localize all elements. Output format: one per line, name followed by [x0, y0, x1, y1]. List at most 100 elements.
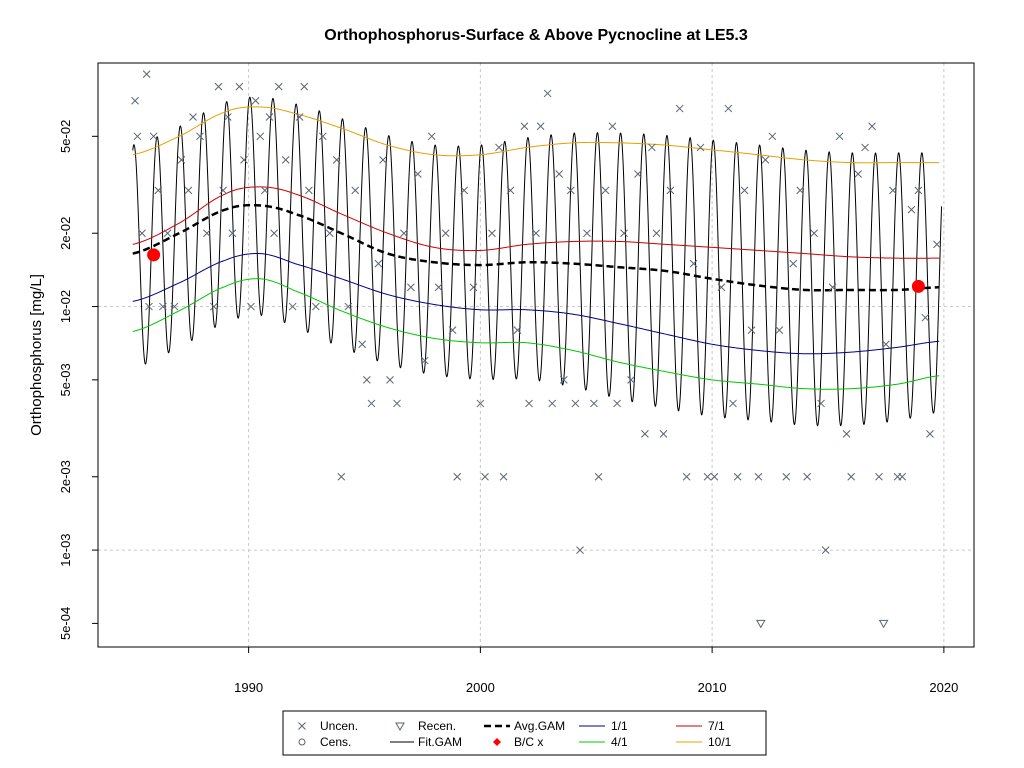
y-tick-label: 5e-02: [58, 120, 73, 153]
uncensored-point: [149, 132, 158, 141]
uncensored-point: [854, 170, 862, 178]
uncensored-point: [476, 399, 485, 408]
uncensored-point: [898, 472, 907, 481]
uncensored-point: [532, 229, 540, 238]
uncensored-point: [520, 122, 529, 131]
uncensored-point: [659, 430, 668, 438]
uncensored-point: [634, 170, 642, 178]
uncensored-point: [288, 302, 297, 311]
uncensored-point: [358, 340, 367, 349]
uncensored-point: [145, 302, 153, 311]
uncensored-point: [434, 283, 443, 292]
legend-label-cens: Cens.: [320, 735, 351, 749]
uncensored-point: [775, 326, 784, 334]
uncensored-point: [228, 229, 237, 238]
uncensored-point: [555, 170, 564, 178]
y-tick-label: 1e-03: [58, 533, 73, 566]
uncensored-point: [131, 96, 139, 105]
y-axis-label: Orthophosphorus [mg/L]: [28, 274, 45, 436]
uncensored-point: [407, 283, 415, 292]
uncensored-point: [761, 156, 770, 164]
uncensored-point: [875, 472, 883, 481]
uncensored-point: [177, 156, 186, 164]
fit-gam-line: [132, 96, 943, 427]
uncensored-point: [223, 113, 232, 121]
uncensored-point: [847, 472, 856, 481]
bc-point: [911, 279, 925, 293]
uncensored-point: [933, 240, 941, 249]
uncensored-point: [420, 356, 429, 365]
legend-marker-cens: [298, 738, 306, 746]
uncensored-point: [261, 186, 269, 195]
uncensored-point: [488, 229, 496, 238]
uncensored-point: [159, 302, 167, 311]
uncensored-point: [601, 186, 610, 195]
legend: Uncen. Cens. Recen. Fit.GAM Avg.GAM B/C x 1/1 4…: [282, 710, 767, 756]
uncensored-point: [270, 229, 278, 238]
legend-label-bc: B/C x: [514, 735, 543, 749]
legend-label-fitgam: Fit.GAM: [418, 735, 462, 749]
uncensored-point: [325, 229, 334, 238]
uncensored-point: [914, 186, 923, 195]
uncensored-point: [648, 143, 656, 152]
legend-marker-uncen: [298, 722, 306, 730]
uncensored-point: [240, 156, 248, 164]
uncensored-point: [803, 472, 811, 481]
uncensored-point: [142, 70, 151, 78]
uncensored-point: [724, 104, 733, 113]
uncensored-point: [796, 186, 805, 195]
uncensored-point: [689, 259, 698, 268]
uncensored-point: [548, 399, 557, 408]
uncensored-point: [717, 283, 726, 292]
uncensored-point: [571, 399, 580, 408]
uncensored-point: [754, 472, 763, 481]
legend-label-apr: 4/1: [611, 735, 628, 749]
x-axis: 1990 2000 2010 2020: [234, 646, 958, 695]
uncensored-point: [374, 259, 383, 268]
uncensored-point: [163, 229, 172, 238]
chart-title: Orthophosphorus-Surface & Above Pycnocli…: [324, 27, 748, 44]
uncensored-point: [747, 326, 756, 334]
uncensored-point: [559, 376, 568, 384]
y-tick-label: 2e-03: [58, 460, 73, 493]
uncensored-point: [652, 229, 661, 238]
legend-label-recen: Recen.: [418, 719, 456, 733]
uncensored-point: [882, 340, 890, 349]
y-tick-label: 5e-03: [58, 363, 73, 396]
uncensored-point: [868, 122, 876, 131]
x-tick-label: 2010: [698, 680, 727, 695]
uncensored-point: [810, 229, 818, 238]
uncensored-point: [453, 472, 462, 481]
uncensored-point: [536, 122, 545, 131]
uncensored-point: [821, 546, 830, 554]
uncensored-point: [235, 82, 244, 91]
uncensored-point: [154, 186, 163, 195]
uncensored-point: [184, 186, 193, 195]
grid-lines: [98, 63, 974, 647]
uncensored-point: [566, 186, 575, 195]
uncensored-point: [842, 430, 851, 438]
uncensored-point: [543, 89, 552, 98]
uncensored-point: [170, 302, 179, 311]
legend-marker-recen: [395, 722, 405, 732]
legend-label-jan: 1/1: [611, 719, 628, 733]
uncensored-point: [620, 229, 628, 238]
uncensored-point: [351, 186, 360, 195]
uncensored-point: [469, 283, 478, 292]
uncensored-point: [613, 399, 621, 408]
uncensored-point: [495, 143, 503, 152]
uncensored-point: [666, 186, 675, 195]
uncensored-point: [682, 472, 691, 481]
uncensored-point: [889, 186, 897, 195]
uncensored-point: [608, 122, 617, 131]
y-axis: 5e-04 1e-03 2e-03 5e-03 1e-02 2e-02 5e-02: [58, 120, 98, 640]
legend-label-oct: 10/1: [708, 735, 732, 749]
uncensored-point: [295, 113, 304, 121]
uncensored-point: [318, 132, 327, 141]
uncensored-point: [828, 283, 837, 292]
fit-gam-layer: [132, 96, 943, 427]
uncensored-point: [729, 399, 737, 408]
uncensored-point: [393, 399, 401, 408]
uncensored-point: [782, 472, 791, 481]
